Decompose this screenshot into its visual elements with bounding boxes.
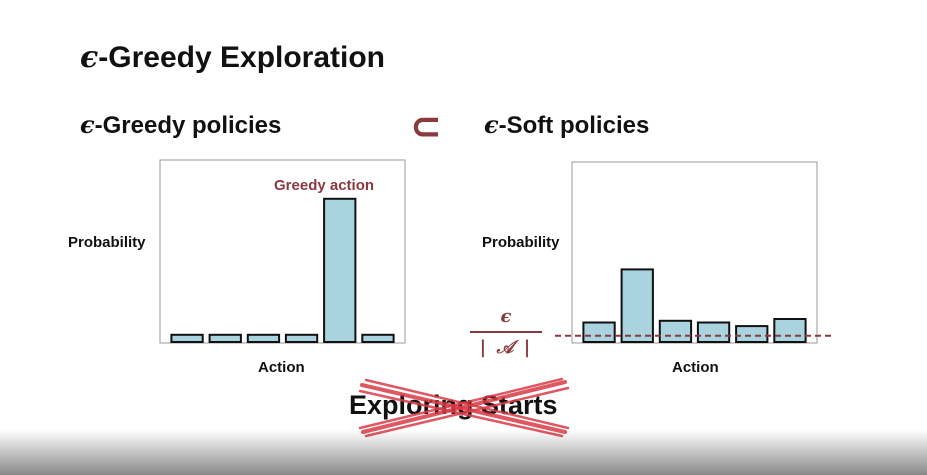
right-xlabel: Action <box>672 359 719 376</box>
right-bar-4 <box>696 321 731 343</box>
left-bar-2 <box>208 333 242 343</box>
right-plot-frame <box>571 161 818 344</box>
left-plot-frame <box>159 159 406 344</box>
slide-title: ϵ-Greedy Exploration <box>80 40 385 75</box>
right-bar-1 <box>582 321 616 343</box>
left-xlabel: Action <box>258 359 305 376</box>
cross-stroke-4 <box>361 380 567 434</box>
left-subtitle-text: -Greedy policies <box>94 112 282 139</box>
left-ylabel: Probability <box>68 234 146 251</box>
cross-stroke-5 <box>364 386 570 438</box>
slide-title-text: -Greedy Exploration <box>98 41 386 74</box>
left-bar-6 <box>361 333 395 343</box>
subset-icon: ⊂ <box>410 104 442 148</box>
right-bar-2 <box>620 268 654 343</box>
left-bar-3 <box>246 333 281 343</box>
fraction-bar <box>470 331 542 333</box>
left-epsilon-symbol: ϵ <box>80 110 95 139</box>
video-bottom-shade <box>0 430 927 475</box>
right-epsilon-symbol: ϵ <box>484 110 499 139</box>
fraction-denominator: | 𝒜 | <box>479 337 533 358</box>
right-ylabel: Probability <box>482 234 560 251</box>
left-bar-4 <box>284 333 319 343</box>
left-bar-1 <box>170 333 204 343</box>
epsilon-symbol: ϵ <box>80 40 99 75</box>
left-bar-5 <box>323 197 357 343</box>
right-bar-5 <box>735 325 769 344</box>
fraction-numerator: ϵ <box>500 306 512 327</box>
greedy-action-label: Greedy action <box>274 177 375 194</box>
cross-stroke-2 <box>364 378 570 430</box>
right-subtitle-text: -Soft policies <box>498 112 650 139</box>
epsilon-over-actions: ϵ | 𝒜 | <box>470 306 542 358</box>
right-subtitle: ϵ-Soft policies <box>484 110 649 140</box>
left-bars <box>170 197 395 343</box>
left-subtitle: ϵ-Greedy policies <box>80 110 281 140</box>
cross-stroke-6 <box>358 377 564 430</box>
